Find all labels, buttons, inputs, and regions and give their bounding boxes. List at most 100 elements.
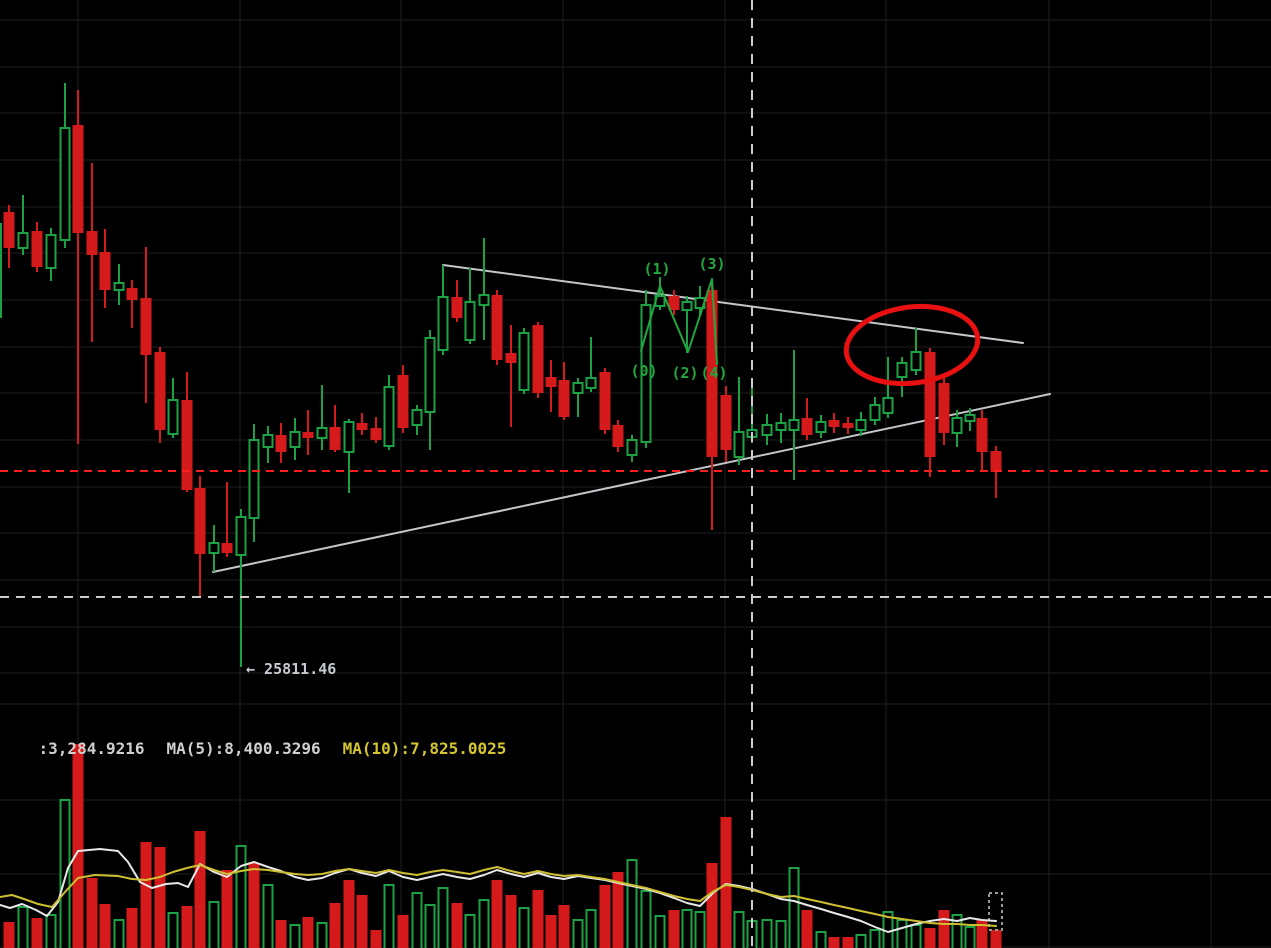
candle-body-bear	[990, 451, 1002, 472]
volume-bar	[801, 910, 813, 948]
candle-body-bull	[882, 397, 894, 414]
elliott-wave-label-1: (1)	[643, 260, 671, 278]
candle-body-bull	[411, 409, 423, 426]
volume-bar	[585, 909, 597, 948]
candle-body-bull	[815, 421, 827, 433]
volume-bar	[518, 907, 530, 948]
candle-body-bear	[828, 420, 840, 427]
candle-body-bull	[113, 282, 125, 291]
volume-bar	[951, 914, 963, 948]
candle-body-bear	[668, 296, 680, 310]
volume-bar	[733, 911, 745, 948]
candle-body-bear	[558, 380, 570, 417]
elliott-wave-label-2: (2)	[671, 364, 699, 382]
volume-bar	[235, 845, 247, 948]
volume-bar	[126, 908, 138, 948]
candle-body-bear	[491, 295, 503, 360]
volume-bar	[612, 872, 624, 948]
lower-triangle-trendline	[212, 393, 1051, 573]
elliott-wave-zigzag	[640, 278, 718, 365]
volume-bar	[464, 914, 476, 948]
candle-body-bull	[788, 419, 800, 431]
ma5-line	[0, 848, 997, 933]
volume-bar	[289, 924, 301, 948]
volume-bar	[248, 863, 260, 948]
volume-bar	[329, 903, 341, 948]
candle-body-bear	[938, 383, 950, 433]
volume-bar	[478, 899, 490, 948]
candle-body-bear	[612, 425, 624, 447]
candle-body-bull	[235, 516, 247, 556]
candle-body-bear	[181, 400, 193, 490]
candle-body-bull	[733, 431, 745, 458]
volume-bar	[788, 867, 800, 948]
highlight-ellipse-annotation	[843, 303, 981, 387]
candle-body-bull	[383, 386, 395, 447]
volume-bar	[17, 906, 29, 948]
candle-body-bull	[572, 382, 584, 394]
volume-bar	[113, 919, 125, 948]
volume-bar	[424, 904, 436, 948]
volume-bar	[370, 930, 382, 948]
candle-body-bear	[532, 325, 544, 393]
volume-bar	[3, 922, 15, 948]
volume-bar	[140, 842, 152, 948]
volume-bar	[640, 890, 652, 948]
candle-body-bull	[626, 439, 638, 456]
volume-bar	[990, 930, 1002, 948]
candle-body-bear	[194, 488, 206, 554]
volume-bar	[397, 915, 409, 948]
volume-bar	[411, 892, 423, 948]
candle-body-bull	[518, 332, 530, 391]
candle-body-bull	[289, 431, 301, 448]
candle-body-bear	[505, 353, 517, 363]
volume-bar	[316, 922, 328, 948]
volume-bar	[99, 904, 111, 948]
volume-bar	[343, 880, 355, 948]
candle-body-bear	[221, 543, 233, 553]
volume-bar	[869, 929, 881, 948]
candle-body-bear	[126, 288, 138, 300]
volume-bar	[976, 920, 988, 948]
volume-bar	[828, 937, 840, 948]
volume-bar	[761, 919, 773, 948]
volume-bar	[545, 915, 557, 948]
volume-bar	[855, 934, 867, 948]
candle-body-bull	[208, 542, 220, 554]
volume-bar	[896, 919, 908, 948]
candle-body-bear	[329, 427, 341, 450]
volume-bar	[668, 910, 680, 948]
volume-bar	[437, 887, 449, 948]
candle-body-bull	[681, 301, 693, 311]
candle-body-bear	[154, 352, 166, 430]
candle-body-bull	[248, 439, 260, 519]
candle-body-bear	[302, 432, 314, 438]
candle-body-bear	[86, 231, 98, 255]
volume-bar	[72, 744, 84, 948]
candle-body-bull	[951, 417, 963, 434]
candle-body-bear	[140, 298, 152, 355]
elliott-wave-label-0: (0)	[630, 362, 658, 380]
volume-bar	[302, 917, 314, 948]
volume-bar	[910, 924, 922, 948]
volume-bar	[842, 937, 854, 948]
candle-body-bull	[17, 232, 29, 249]
candle-body-bull	[775, 422, 787, 431]
candle-body-bull	[437, 296, 449, 351]
volume-bar	[775, 920, 787, 948]
candle-body-bear	[356, 423, 368, 430]
candle-body-bear	[370, 428, 382, 440]
volume-bar	[964, 926, 976, 948]
volume-bar	[720, 817, 732, 948]
candle-body-bull	[343, 421, 355, 453]
volume-bar	[694, 911, 706, 948]
candle-body-bull	[896, 362, 908, 378]
candle-body-bear	[599, 372, 611, 430]
candle-body-bear	[545, 377, 557, 387]
volume-bar	[208, 901, 220, 948]
volume-bar	[815, 931, 827, 948]
volume-bar	[194, 831, 206, 948]
candle-body-bull	[964, 414, 976, 422]
